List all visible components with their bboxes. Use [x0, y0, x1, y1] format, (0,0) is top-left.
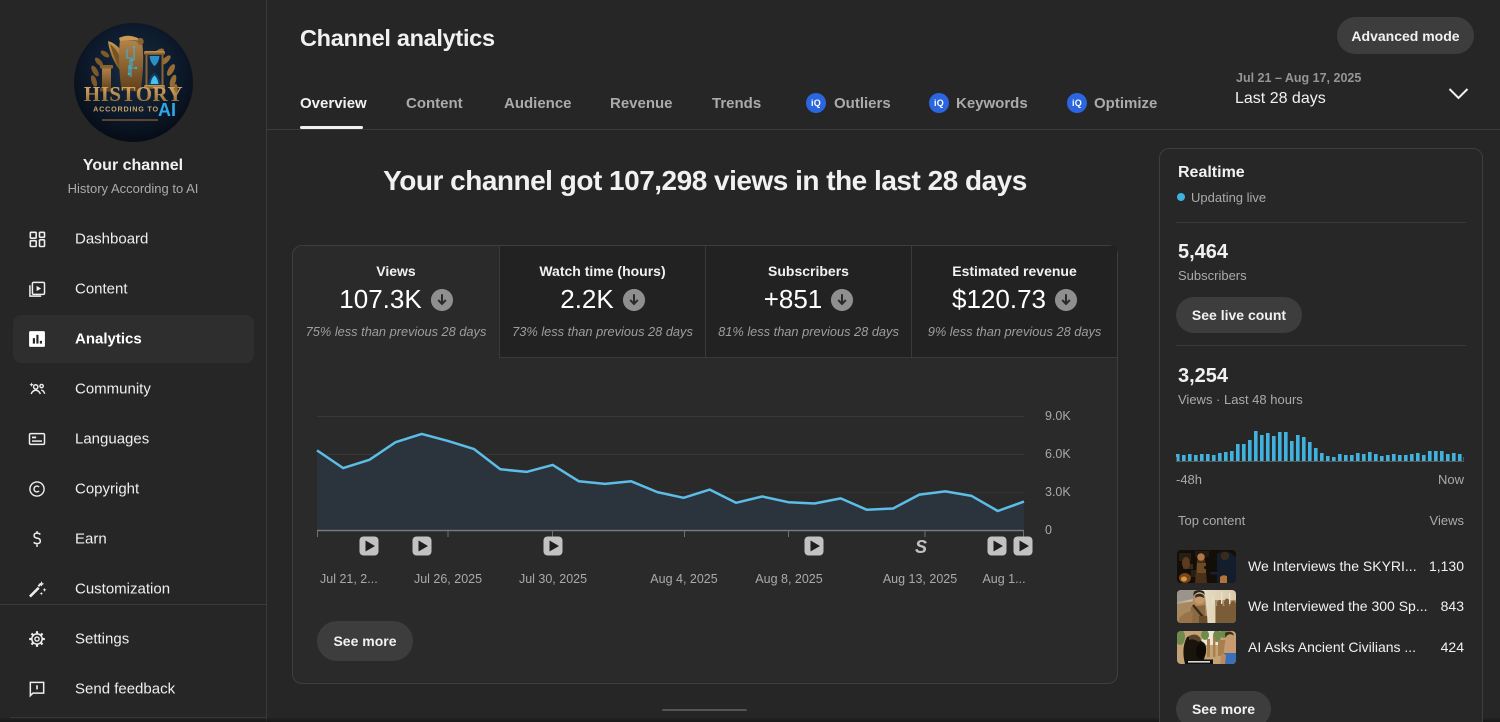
svg-text:9.0K: 9.0K — [1045, 409, 1071, 423]
svg-text:Aug 13, 2025: Aug 13, 2025 — [883, 572, 957, 586]
svg-text:AI: AI — [158, 100, 176, 120]
svg-text:ACCORDING TO: ACCORDING TO — [93, 105, 159, 114]
svg-text:Aug 1...: Aug 1... — [982, 572, 1025, 586]
svg-text:S: S — [915, 537, 927, 557]
svg-text:Jul 21, 2...: Jul 21, 2... — [320, 572, 378, 586]
svg-text:Jul 26, 2025: Jul 26, 2025 — [414, 572, 482, 586]
svg-text:Aug 8, 2025: Aug 8, 2025 — [755, 572, 822, 586]
svg-text:HISTORY: HISTORY — [84, 82, 183, 106]
svg-text:Aug 4, 2025: Aug 4, 2025 — [650, 572, 717, 586]
svg-text:Jul 30, 2025: Jul 30, 2025 — [519, 572, 587, 586]
svg-text:3.0K: 3.0K — [1045, 485, 1071, 499]
svg-text:6.0K: 6.0K — [1045, 447, 1071, 461]
svg-text:0: 0 — [1045, 523, 1052, 537]
